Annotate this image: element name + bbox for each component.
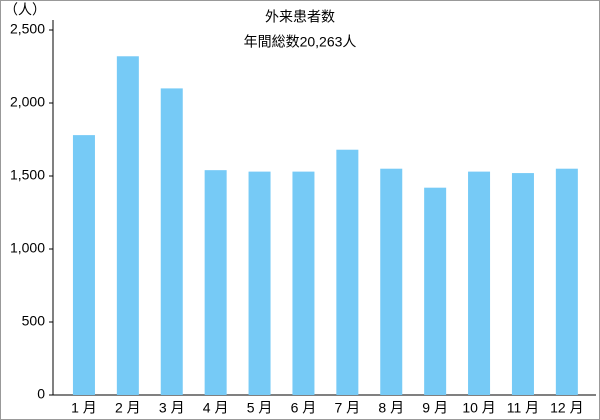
y-tick-label: 2,000 — [10, 94, 45, 110]
bar — [160, 88, 183, 396]
x-tick-label: 11 月 — [507, 400, 539, 416]
bar — [555, 168, 578, 395]
x-tick-label: 1 月 — [71, 400, 97, 416]
x-tick-label: 4 月 — [203, 400, 229, 416]
x-tick-label: 8 月 — [378, 400, 404, 416]
x-tick-label: 3 月 — [159, 400, 185, 416]
bar — [72, 135, 95, 395]
y-tick-label: 1,500 — [10, 167, 45, 183]
y-tick-label: 1,000 — [10, 240, 45, 256]
bar — [248, 171, 271, 395]
y-tick-label: 2,500 — [10, 21, 45, 37]
x-tick-label: 12 月 — [550, 400, 583, 416]
x-tick-label: 10 月 — [462, 400, 495, 416]
bar — [204, 170, 227, 395]
bar — [292, 171, 315, 395]
bar — [468, 171, 491, 395]
bar — [380, 168, 403, 395]
x-tick-label: 6 月 — [291, 400, 317, 416]
y-tick-label: 0 — [37, 386, 45, 402]
x-tick-label: 7 月 — [335, 400, 361, 416]
x-tick-label: 2 月 — [115, 400, 141, 416]
y-axis-label: （人） — [4, 2, 46, 18]
y-tick-label: 500 — [22, 313, 46, 329]
bar — [424, 187, 447, 395]
bar — [336, 149, 359, 395]
chart-subtitle: 年間総数20,263人 — [244, 34, 357, 50]
chart-title: 外来患者数 — [265, 9, 335, 25]
x-tick-label: 5 月 — [247, 400, 273, 416]
bar — [116, 56, 139, 395]
bar — [511, 173, 534, 395]
x-tick-label: 9 月 — [422, 400, 448, 416]
